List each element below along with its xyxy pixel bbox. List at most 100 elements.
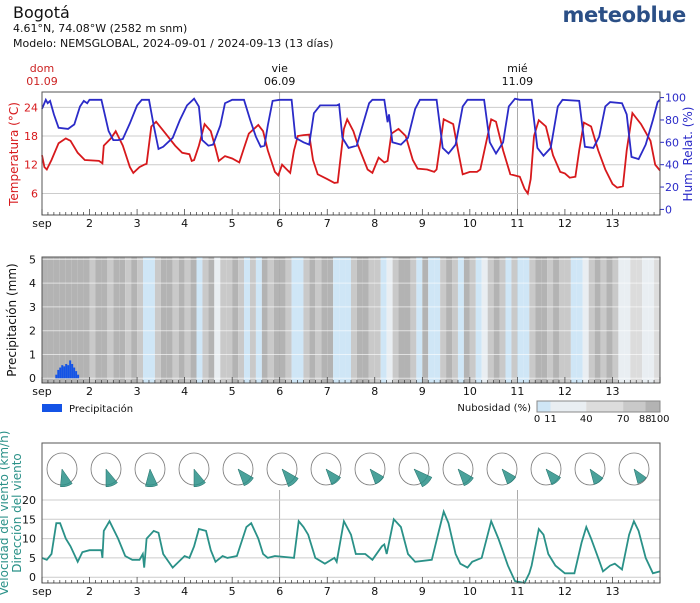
temperature-line — [41, 110, 661, 196]
temp-chart-x-tick-label: 9 — [419, 217, 426, 230]
cloud-stripe — [446, 257, 453, 383]
cloud-stripe — [374, 257, 381, 383]
precip-legend-swatch — [42, 404, 62, 412]
cloud-stripe — [190, 257, 197, 383]
temp-chart-x-tick-label: 13 — [605, 217, 619, 230]
wind-rose — [442, 452, 474, 487]
day-marker-weekday: vie — [272, 62, 289, 75]
cloud-stripe — [303, 257, 310, 383]
cloud-stripe — [642, 257, 649, 383]
meteoblue-logo[interactable]: meteoblue — [562, 3, 686, 27]
cloud-colorbar-tick: 11 — [544, 414, 557, 425]
cloud-stripe — [232, 257, 239, 383]
wind-rose — [530, 452, 562, 486]
cloud-stripe — [517, 257, 524, 383]
precip-bar — [55, 374, 58, 379]
wind-chart-x-tick-label: 9 — [419, 585, 426, 598]
cloud-stripe — [535, 257, 542, 383]
cloud-stripe — [59, 257, 66, 383]
temp-chart-x-tick-label: 5 — [229, 217, 236, 230]
wind-chart-x-tick-label: 4 — [181, 585, 188, 598]
cloud-stripe — [327, 257, 334, 383]
wind-rose-circle — [442, 452, 474, 486]
temp-tick-label: 18 — [24, 130, 38, 143]
cloud-stripe — [564, 257, 571, 383]
wind-direction-wedge — [105, 468, 118, 488]
cloud-stripe — [89, 257, 96, 383]
cloud-colorbar-segment — [586, 401, 624, 412]
cloud-colorbar-tick: 88 — [639, 414, 652, 425]
cloud-stripe — [392, 257, 399, 383]
cloud-stripe — [315, 257, 322, 383]
cloud-stripe — [428, 257, 435, 383]
precip-bar — [59, 367, 62, 379]
cloud-legend-label: Nubosidad (%) — [457, 403, 531, 414]
temp-chart-x-tick-label: 4 — [181, 217, 188, 230]
cloud-stripe — [547, 257, 554, 383]
day-marker-weekday: mié — [507, 62, 528, 75]
day-marker-date: 01.09 — [26, 75, 58, 88]
wind-chart-x-tick-label: 10 — [463, 585, 477, 598]
wind-chart-x-tick-label: 6 — [276, 585, 283, 598]
temp-tick-label: 24 — [24, 101, 38, 114]
wind-rose — [310, 452, 342, 486]
cloud-stripe — [196, 257, 203, 383]
cloud-stripe — [125, 257, 132, 383]
cloud-stripe — [386, 257, 393, 383]
cloud-stripe — [410, 257, 417, 383]
wind-direction-axis-label: Dirección del viento — [10, 453, 24, 573]
precip-chart-x-tick-label: 3 — [134, 385, 141, 398]
cloud-stripe — [345, 257, 351, 383]
temp-axis-label: Temperatura (°C) — [7, 102, 21, 207]
wind-direction-wedge — [501, 468, 517, 485]
cloud-stripe — [463, 257, 470, 383]
cloud-stripe — [297, 257, 304, 383]
wind-tick-label: 15 — [22, 513, 36, 526]
cloud-stripe — [71, 257, 78, 383]
wind-chart-x-tick-label: 3 — [134, 585, 141, 598]
cloud-stripe — [321, 257, 328, 383]
cloud-stripe — [648, 257, 655, 383]
cloud-stripe — [226, 257, 233, 383]
precip-bar — [77, 374, 80, 379]
cloud-colorbar-tick: 0 — [534, 414, 540, 425]
cloud-stripe — [53, 257, 60, 383]
cloud-stripe — [261, 257, 268, 383]
cloud-stripe — [523, 257, 530, 383]
temp-chart-x-tick-label: 7 — [324, 217, 331, 230]
cloud-stripe — [505, 257, 512, 383]
cloud-stripe — [208, 257, 215, 383]
wind-speed-line — [41, 508, 661, 585]
cloud-colorbar-tick: 100 — [650, 414, 669, 425]
hum-tick-label: 100 — [665, 92, 686, 105]
temp-chart-x-tick-label: 3 — [134, 217, 141, 230]
precip-tick-label: 1 — [29, 348, 36, 361]
cloud-stripe — [440, 257, 447, 383]
cloud-stripe — [624, 257, 631, 383]
cloud-stripe — [576, 257, 583, 383]
cloud-stripe — [184, 257, 191, 383]
wind-rose-circle — [266, 452, 298, 486]
cloud-stripe — [434, 257, 441, 383]
wind-rose — [46, 452, 78, 487]
wind-rose-circle — [310, 452, 342, 486]
wind-chart-x-tick-label: sep — [32, 585, 51, 598]
cloud-stripe — [654, 257, 660, 383]
cloud-stripe — [636, 257, 643, 383]
cloud-stripe — [178, 257, 185, 383]
wind-direction-wedge — [369, 468, 385, 485]
cloud-stripe — [356, 257, 363, 383]
wind-direction-wedge — [589, 468, 604, 485]
wind-rose — [90, 452, 122, 488]
cloud-colorbar-segment — [537, 401, 551, 412]
cloud-stripe — [137, 257, 144, 383]
precip-chart-x-tick-label: 7 — [324, 385, 331, 398]
wind-tick-label: 5 — [29, 552, 36, 565]
precip-bar — [61, 365, 64, 379]
model-info: Modelo: NEMSGLOBAL, 2024-09-01 / 2024-09… — [13, 37, 334, 50]
cloud-stripe — [333, 257, 340, 383]
cloud-stripe — [398, 257, 405, 383]
precip-chart-x-tick-label: 12 — [558, 385, 572, 398]
cloud-stripe — [166, 257, 173, 383]
